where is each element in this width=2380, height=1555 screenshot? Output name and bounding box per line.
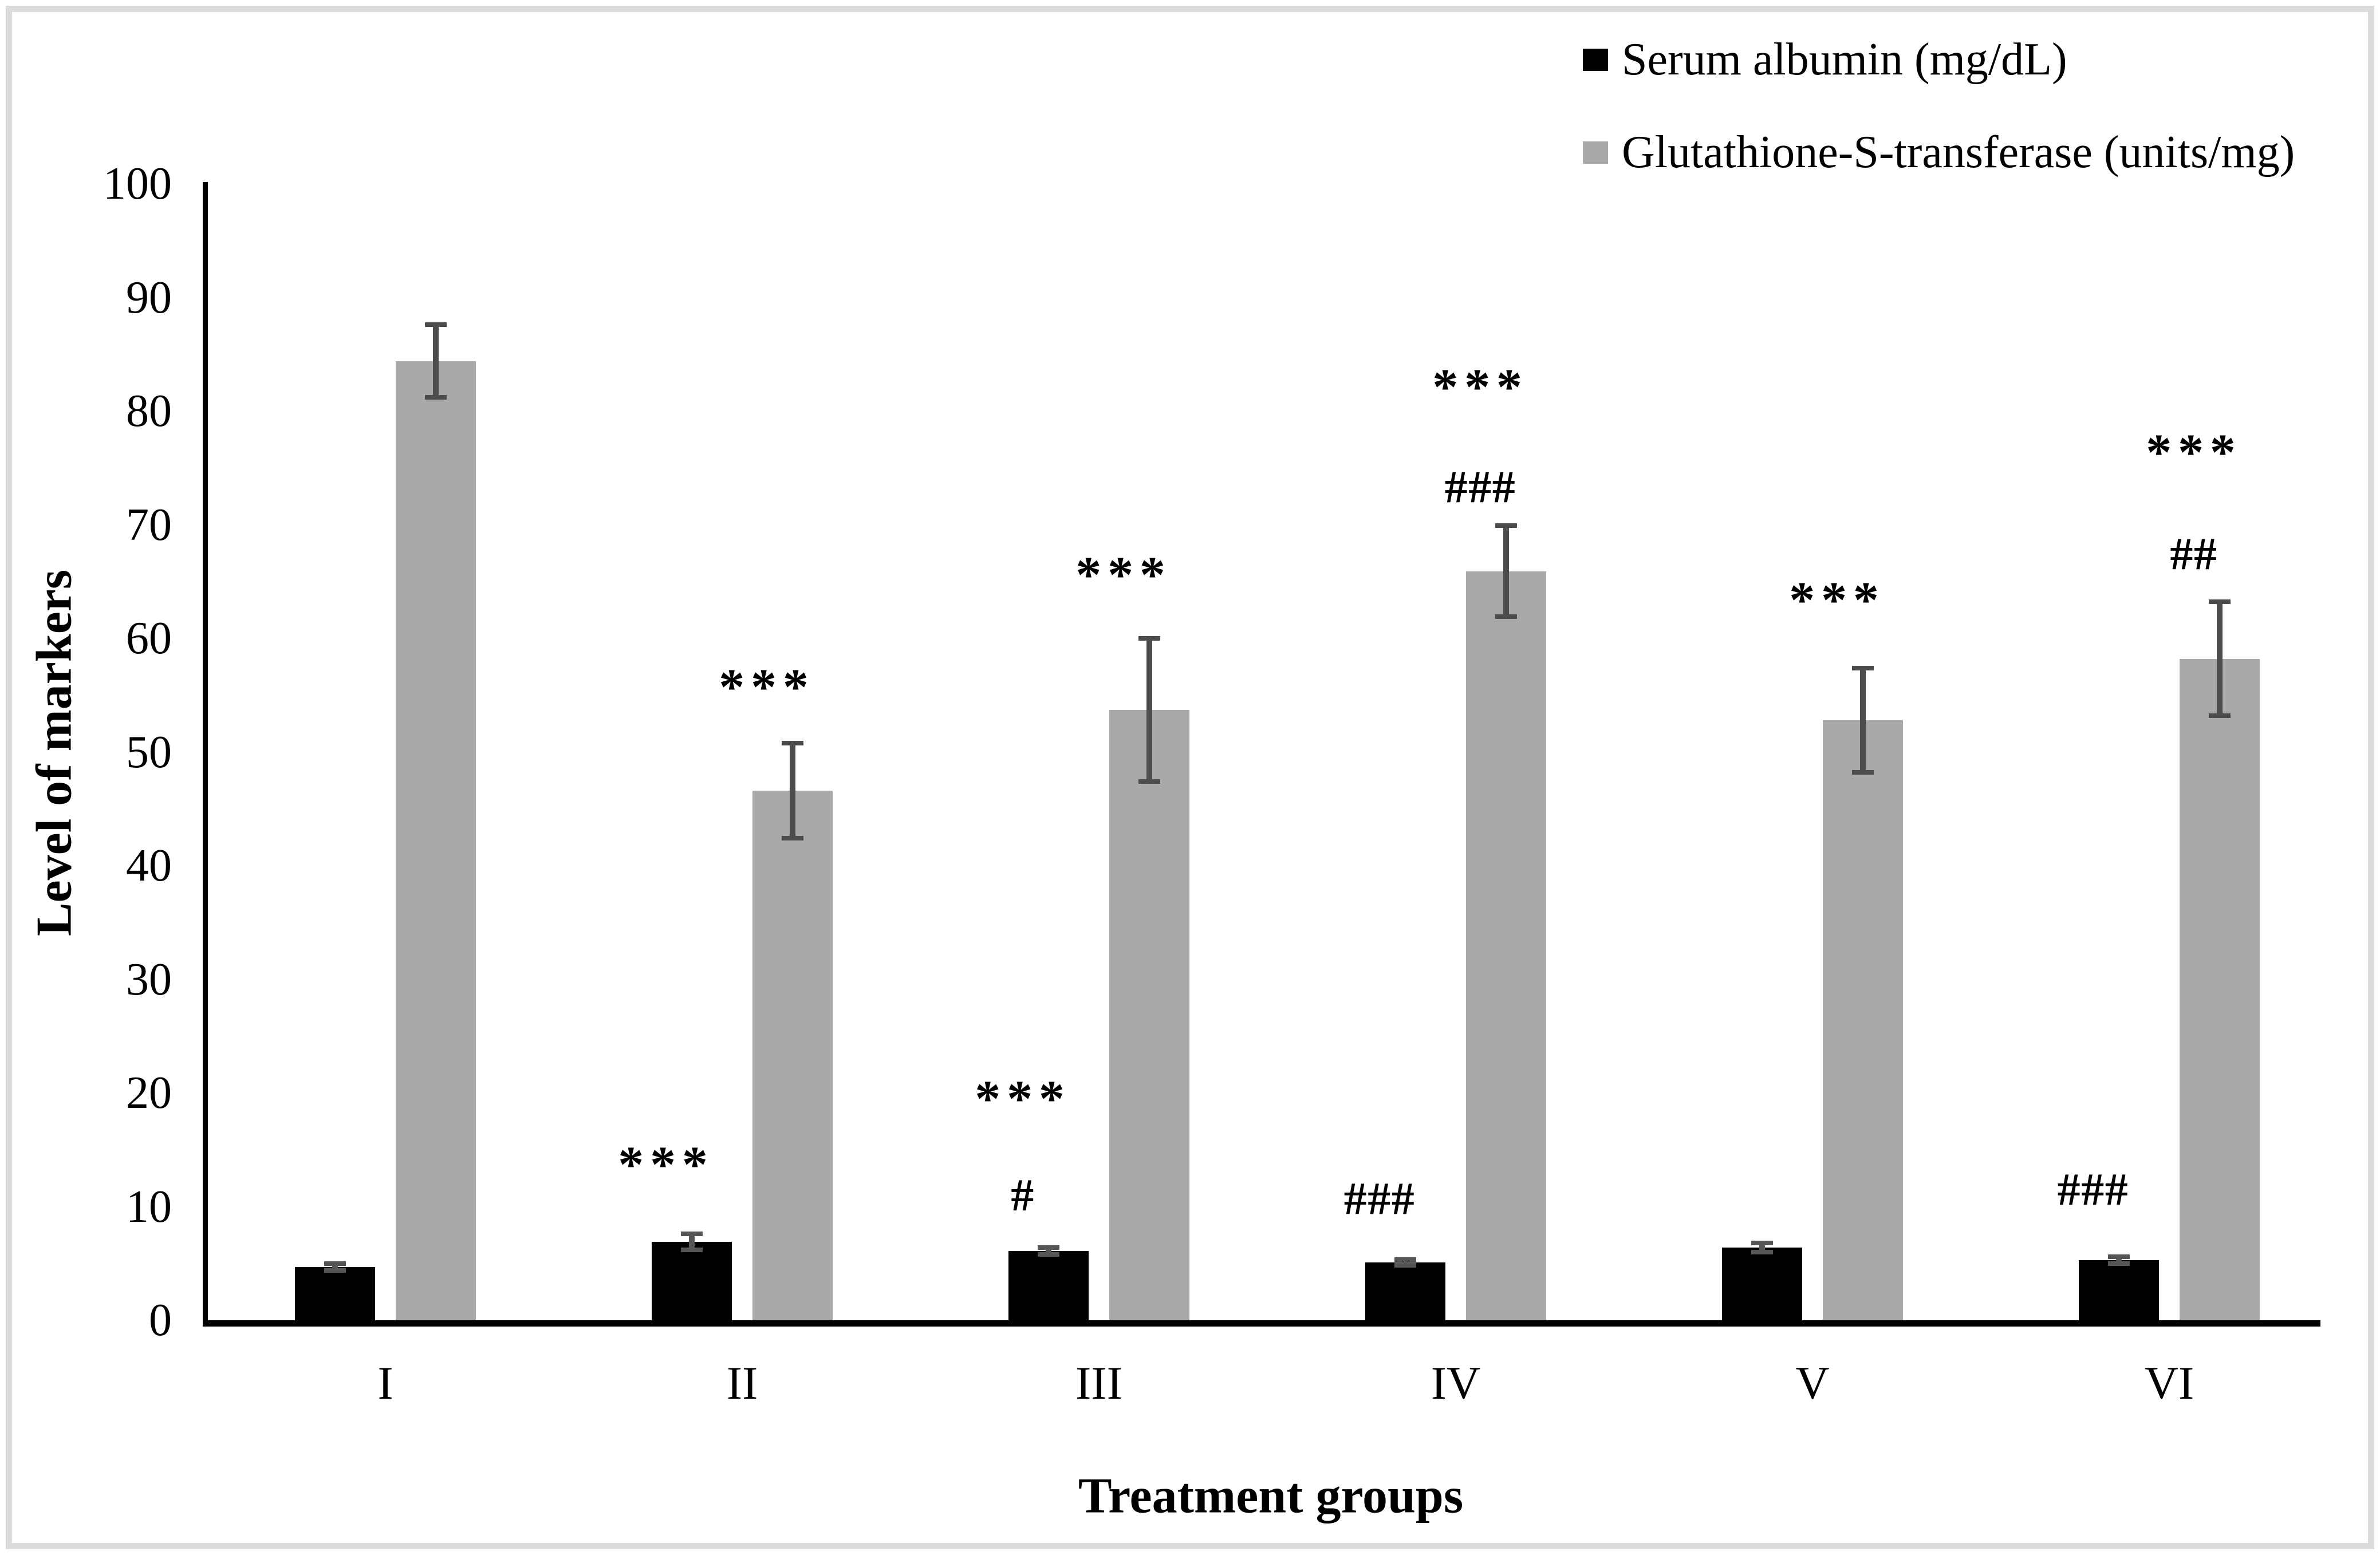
error-cap-top-albumin-II xyxy=(681,1232,703,1237)
error-whisker-gst-III xyxy=(1146,638,1152,782)
error-whisker-albumin-II xyxy=(689,1234,695,1250)
significance-star-gst-III: *** xyxy=(1075,546,1172,603)
error-whisker-albumin-VI xyxy=(2116,1256,2122,1264)
legend-swatch-serum-albumin xyxy=(1583,48,1608,71)
bar-albumin-I xyxy=(295,1266,375,1320)
error-cap-bottom-gst-I xyxy=(425,395,447,400)
x-tick-label-III: III xyxy=(1075,1357,1122,1409)
error-cap-bottom-albumin-III xyxy=(1038,1252,1059,1257)
error-cap-top-albumin-I xyxy=(324,1261,346,1266)
y-tick-label-90: 90 xyxy=(126,272,172,323)
error-whisker-albumin-I xyxy=(332,1263,338,1270)
significance-star-albumin-III: *** xyxy=(975,1071,1071,1128)
bar-albumin-II xyxy=(652,1242,732,1320)
significance-hash-albumin-IV: ### xyxy=(1343,1173,1416,1224)
error-cap-top-albumin-III xyxy=(1038,1245,1059,1250)
significance-star-gst-II: *** xyxy=(719,659,815,716)
error-cap-top-gst-II xyxy=(782,740,803,745)
error-cap-bottom-albumin-IV xyxy=(1394,1262,1416,1268)
error-whisker-albumin-III xyxy=(1046,1247,1051,1254)
significance-star-albumin-II: *** xyxy=(618,1136,714,1194)
error-cap-top-gst-V xyxy=(1852,665,1874,670)
bar-gst-VI xyxy=(2180,658,2260,1320)
error-cap-top-gst-VI xyxy=(2209,599,2231,605)
legend-swatch-glutathione xyxy=(1583,141,1608,164)
bar-gst-I xyxy=(396,361,476,1320)
error-cap-top-albumin-V xyxy=(1751,1241,1773,1246)
legend-label-glutathione: Glutathione-S-transferase (units/mg) xyxy=(1622,127,2295,177)
significance-star-gst-V: *** xyxy=(1789,571,1885,629)
error-cap-bottom-albumin-V xyxy=(1751,1249,1773,1254)
error-cap-bottom-gst-II xyxy=(782,836,803,841)
error-whisker-gst-I xyxy=(433,325,439,398)
error-cap-top-gst-I xyxy=(425,322,447,327)
significance-star-gst-VI: *** xyxy=(2146,424,2242,481)
y-tick-label-60: 60 xyxy=(126,613,172,664)
bar-albumin-VI xyxy=(2079,1260,2159,1320)
x-axis-line xyxy=(203,1320,2320,1327)
legend-item-serum-albumin: Serum albumin (mg/dL) xyxy=(1583,22,2067,97)
y-tick-label-80: 80 xyxy=(126,386,172,436)
error-cap-top-gst-IV xyxy=(1495,523,1517,528)
bar-albumin-IV xyxy=(1365,1262,1445,1320)
error-cap-top-gst-III xyxy=(1138,636,1160,641)
x-tick-label-VI: VI xyxy=(2144,1357,2194,1409)
y-tick-label-70: 70 xyxy=(126,499,172,550)
x-axis-title: Treatment groups xyxy=(1078,1468,1464,1524)
bar-gst-IV xyxy=(1466,571,1546,1320)
bar-gst-II xyxy=(752,790,833,1320)
error-whisker-gst-VI xyxy=(2217,602,2223,716)
y-tick-label-100: 100 xyxy=(103,159,172,209)
error-cap-bottom-gst-IV xyxy=(1495,614,1517,619)
error-cap-bottom-albumin-I xyxy=(324,1268,346,1273)
x-tick-label-II: II xyxy=(726,1357,758,1409)
error-whisker-gst-IV xyxy=(1503,526,1509,617)
x-tick-label-V: V xyxy=(1795,1357,1830,1409)
error-cap-bottom-gst-VI xyxy=(2209,713,2231,718)
bar-albumin-V xyxy=(1722,1247,1802,1320)
legend-label-serum-albumin: Serum albumin (mg/dL) xyxy=(1622,34,2067,85)
significance-hash-albumin-VI: ### xyxy=(2057,1164,2129,1215)
significance-hash-gst-VI: ## xyxy=(2170,529,2218,580)
legend-item-glutathione: Glutathione-S-transferase (units/mg) xyxy=(1583,115,2295,190)
y-tick-label-0: 0 xyxy=(149,1295,172,1345)
error-whisker-albumin-IV xyxy=(1402,1259,1408,1265)
y-tick-label-30: 30 xyxy=(126,954,172,1005)
bar-gst-V xyxy=(1823,720,1903,1320)
y-tick-label-10: 10 xyxy=(126,1181,172,1232)
x-tick-label-I: I xyxy=(377,1357,393,1409)
error-whisker-gst-V xyxy=(1860,668,1866,773)
error-whisker-gst-II xyxy=(790,743,795,839)
error-cap-bottom-gst-III xyxy=(1138,779,1160,784)
y-tick-label-50: 50 xyxy=(126,727,172,778)
y-tick-label-20: 20 xyxy=(126,1068,172,1118)
error-cap-bottom-albumin-VI xyxy=(2108,1261,2130,1266)
y-axis-line xyxy=(203,182,208,1327)
error-whisker-albumin-V xyxy=(1759,1243,1765,1252)
y-tick-label-40: 40 xyxy=(126,840,172,891)
error-cap-bottom-gst-V xyxy=(1852,770,1874,775)
error-cap-bottom-albumin-II xyxy=(681,1247,703,1252)
error-cap-top-albumin-VI xyxy=(2108,1254,2130,1259)
error-cap-top-albumin-IV xyxy=(1394,1257,1416,1262)
significance-hash-albumin-III: # xyxy=(1011,1170,1035,1221)
bar-albumin-III xyxy=(1008,1250,1089,1320)
bar-gst-III xyxy=(1109,710,1189,1320)
significance-hash-gst-IV: ### xyxy=(1444,462,1516,513)
significance-star-gst-IV: *** xyxy=(1432,359,1528,416)
x-tick-label-IV: IV xyxy=(1431,1357,1481,1409)
